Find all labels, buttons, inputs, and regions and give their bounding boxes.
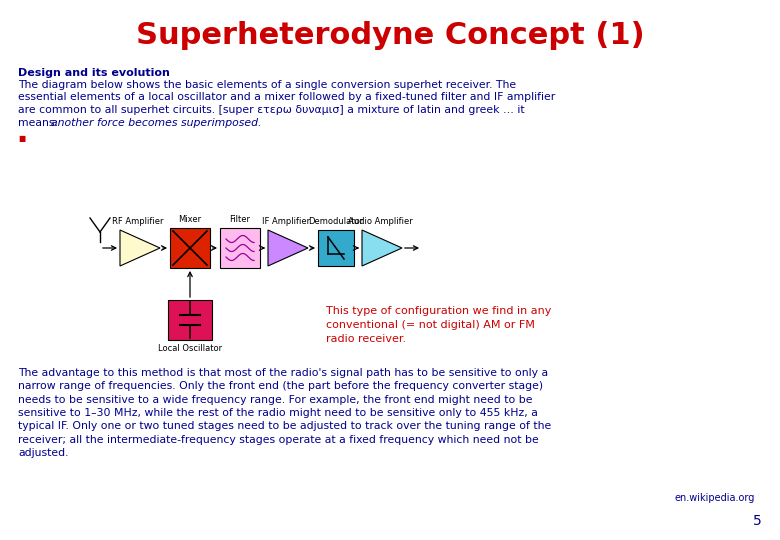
- Bar: [220, 228, 260, 268]
- Text: This type of configuration we find in any
conventional (= not digital) AM or FM
: This type of configuration we find in an…: [326, 306, 551, 344]
- Text: The diagram below shows the basic elements of a single conversion superhet recei: The diagram below shows the basic elemen…: [18, 80, 516, 90]
- Text: The advantage to this method is that most of the radio's signal path has to be s: The advantage to this method is that mos…: [18, 368, 551, 458]
- Text: Audio Amplifier: Audio Amplifier: [348, 217, 413, 226]
- Text: 5: 5: [753, 514, 762, 528]
- Text: Mixer: Mixer: [179, 215, 201, 224]
- Bar: [170, 228, 210, 268]
- Bar: [318, 230, 354, 266]
- Text: IF Amplifier: IF Amplifier: [262, 217, 310, 226]
- Text: Superheterodyne Concept (1): Superheterodyne Concept (1): [136, 21, 644, 50]
- Text: ■: ■: [18, 134, 25, 143]
- Text: essential elements of a local oscillator and a mixer followed by a fixed-tuned f: essential elements of a local oscillator…: [18, 92, 555, 103]
- Polygon shape: [362, 230, 402, 266]
- Text: means:: means:: [18, 118, 62, 127]
- Text: en.wikipedia.org: en.wikipedia.org: [675, 493, 755, 503]
- Text: are common to all superhet circuits. [super ετερω δυναμισ] a mixture of latin an: are common to all superhet circuits. [su…: [18, 105, 525, 115]
- Text: Demodulator: Demodulator: [308, 217, 363, 226]
- Text: RF Amplifier: RF Amplifier: [112, 217, 164, 226]
- Text: Local Oscillator: Local Oscillator: [158, 344, 222, 353]
- Text: Design and its evolution: Design and its evolution: [18, 68, 170, 78]
- Bar: [168, 300, 212, 340]
- Text: Filter: Filter: [229, 215, 250, 224]
- Polygon shape: [268, 230, 308, 266]
- Polygon shape: [120, 230, 160, 266]
- Text: another force becomes superimposed.: another force becomes superimposed.: [51, 118, 261, 127]
